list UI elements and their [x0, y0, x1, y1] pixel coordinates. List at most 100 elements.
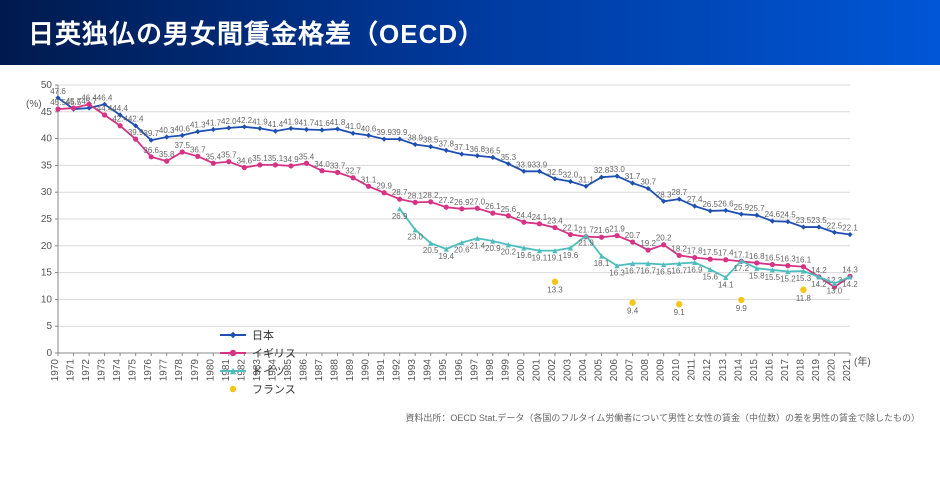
svg-text:13.0: 13.0 [827, 286, 843, 295]
svg-text:1997: 1997 [469, 359, 480, 382]
svg-text:10: 10 [41, 294, 53, 305]
svg-text:37.5: 37.5 [174, 141, 190, 150]
svg-text:28.7: 28.7 [671, 188, 687, 197]
svg-text:41.9: 41.9 [252, 117, 268, 126]
svg-text:9.9: 9.9 [736, 304, 748, 313]
svg-text:32.7: 32.7 [345, 167, 361, 176]
svg-text:39.9: 39.9 [128, 128, 144, 137]
svg-text:19.6: 19.6 [563, 251, 579, 260]
svg-text:28.1: 28.1 [407, 191, 423, 200]
svg-text:20.9: 20.9 [485, 244, 501, 253]
svg-text:2019: 2019 [811, 359, 822, 382]
svg-text:2005: 2005 [594, 359, 605, 382]
svg-text:1978: 1978 [174, 359, 185, 382]
svg-text:0: 0 [46, 348, 52, 359]
svg-text:32.5: 32.5 [547, 168, 563, 177]
svg-text:19.6: 19.6 [516, 251, 532, 260]
svg-text:28.3: 28.3 [656, 190, 672, 199]
svg-text:40.6: 40.6 [174, 124, 190, 133]
svg-text:26.9: 26.9 [392, 212, 408, 221]
svg-text:44.4: 44.4 [97, 104, 113, 113]
svg-text:28.2: 28.2 [423, 191, 439, 200]
svg-text:2014: 2014 [733, 359, 744, 382]
svg-text:1976: 1976 [143, 359, 154, 382]
svg-text:1974: 1974 [112, 359, 123, 382]
svg-text:2012: 2012 [702, 359, 713, 382]
svg-text:1993: 1993 [407, 359, 418, 382]
svg-text:32.8: 32.8 [594, 166, 610, 175]
svg-text:2006: 2006 [609, 359, 620, 382]
svg-text:31.7: 31.7 [625, 172, 641, 181]
svg-text:35.3: 35.3 [501, 153, 517, 162]
svg-text:41.6: 41.6 [314, 119, 330, 128]
svg-text:20: 20 [41, 241, 53, 252]
svg-text:1982: 1982 [236, 359, 247, 382]
svg-text:2015: 2015 [749, 359, 760, 382]
svg-text:2008: 2008 [640, 359, 651, 382]
svg-text:26.6: 26.6 [718, 199, 734, 208]
svg-text:35: 35 [41, 160, 53, 171]
svg-text:41.7: 41.7 [206, 118, 222, 127]
svg-text:1992: 1992 [392, 359, 403, 382]
svg-text:25: 25 [41, 214, 53, 225]
svg-text:1988: 1988 [330, 359, 341, 382]
svg-text:1975: 1975 [128, 359, 139, 382]
svg-text:40.6: 40.6 [361, 124, 377, 133]
svg-text:45: 45 [41, 107, 53, 118]
svg-text:2004: 2004 [578, 359, 589, 382]
svg-text:33.7: 33.7 [330, 161, 346, 170]
svg-text:45.5: 45.5 [50, 98, 66, 107]
svg-text:16.1: 16.1 [796, 256, 812, 265]
svg-text:(%): (%) [26, 99, 42, 110]
svg-text:2011: 2011 [687, 359, 698, 381]
svg-text:17.8: 17.8 [687, 247, 703, 256]
svg-text:16.7: 16.7 [640, 266, 656, 275]
svg-text:17.1: 17.1 [734, 250, 750, 259]
svg-text:35.1: 35.1 [252, 154, 268, 163]
svg-text:21.6: 21.6 [594, 226, 610, 235]
svg-text:20.2: 20.2 [501, 248, 517, 257]
svg-text:33.9: 33.9 [516, 160, 532, 169]
svg-text:35.4: 35.4 [206, 152, 222, 161]
svg-text:17.2: 17.2 [734, 264, 750, 273]
svg-text:24.6: 24.6 [765, 210, 781, 219]
svg-text:20.6: 20.6 [454, 246, 470, 255]
svg-text:34.6: 34.6 [237, 157, 253, 166]
svg-text:26.9: 26.9 [454, 198, 470, 207]
svg-text:19.2: 19.2 [640, 239, 656, 248]
svg-text:42.4: 42.4 [112, 115, 128, 124]
svg-text:31.1: 31.1 [578, 175, 594, 184]
svg-text:2007: 2007 [625, 359, 636, 382]
svg-text:22.1: 22.1 [563, 224, 579, 233]
svg-text:15.6: 15.6 [702, 272, 718, 281]
svg-text:27.2: 27.2 [438, 196, 454, 205]
svg-text:23.4: 23.4 [547, 217, 563, 226]
svg-text:33.9: 33.9 [532, 160, 548, 169]
svg-text:19.1: 19.1 [547, 254, 563, 263]
svg-text:1996: 1996 [454, 359, 465, 382]
svg-text:16.7: 16.7 [671, 266, 687, 275]
svg-text:35.4: 35.4 [299, 152, 315, 161]
svg-text:41.0: 41.0 [345, 122, 361, 131]
svg-text:41.4: 41.4 [268, 120, 284, 129]
svg-text:2010: 2010 [671, 359, 682, 382]
svg-text:21.9: 21.9 [578, 239, 594, 248]
svg-text:2017: 2017 [780, 359, 791, 382]
svg-text:15.5: 15.5 [765, 273, 781, 282]
svg-text:36.6: 36.6 [143, 146, 159, 155]
svg-text:41.8: 41.8 [330, 118, 346, 127]
svg-text:37.1: 37.1 [454, 143, 470, 152]
svg-text:38.9: 38.9 [407, 133, 423, 142]
svg-text:2003: 2003 [562, 359, 573, 382]
svg-text:1977: 1977 [159, 359, 170, 382]
svg-text:42.0: 42.0 [221, 117, 237, 126]
svg-text:1970: 1970 [50, 359, 61, 382]
svg-text:28.7: 28.7 [392, 188, 408, 197]
svg-text:1986: 1986 [298, 359, 309, 382]
svg-text:17.5: 17.5 [702, 248, 718, 257]
svg-text:25.9: 25.9 [734, 203, 750, 212]
svg-text:27.0: 27.0 [470, 197, 486, 206]
svg-text:33.0: 33.0 [609, 165, 625, 174]
svg-text:46.4: 46.4 [97, 93, 113, 102]
svg-text:2018: 2018 [795, 359, 806, 382]
